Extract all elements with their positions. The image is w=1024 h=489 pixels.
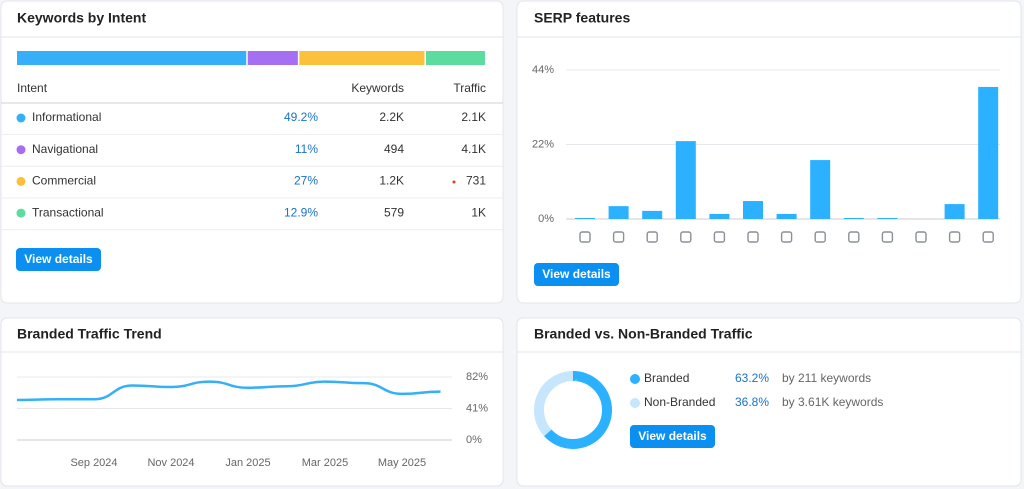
- intent-dot: [16, 145, 26, 155]
- bar: [575, 217, 595, 219]
- button-label[interactable]: View details: [542, 267, 611, 281]
- y-tick-label: 0%: [538, 213, 554, 225]
- x-tick-label: May 2025: [378, 457, 426, 469]
- feature-icon: [646, 231, 658, 243]
- x-tick-label: Sep 2024: [70, 457, 117, 469]
- intent-dot: [16, 113, 26, 123]
- bar: [776, 213, 797, 219]
- x-tick-label: Jan 2025: [225, 457, 270, 469]
- feature-icon: [680, 231, 692, 243]
- panel-title: SERP features: [534, 10, 630, 26]
- legend-dot: [630, 398, 640, 408]
- panel: [0, 0, 504, 304]
- alert-dot: [452, 180, 456, 184]
- intent-share: 27%: [294, 174, 318, 188]
- legend-name: Branded: [644, 371, 689, 385]
- legend-dot: [630, 374, 640, 384]
- intent-name: Transactional: [32, 205, 104, 219]
- keywords: 579: [384, 205, 404, 219]
- y-tick-label: 41%: [466, 402, 488, 414]
- legend-share: 36.8%: [735, 395, 769, 409]
- x-tick-label: Nov 2024: [147, 457, 194, 469]
- button-label[interactable]: View details: [638, 429, 707, 443]
- intent-segment: [247, 51, 298, 65]
- keywords: 1.2K: [379, 174, 404, 188]
- bar: [944, 204, 965, 219]
- intent-name: Commercial: [32, 174, 96, 188]
- bar: [675, 141, 696, 219]
- legend-detail: by 211 keywords: [782, 371, 871, 385]
- bar: [810, 160, 831, 219]
- legend-detail: by 3.61K keywords: [782, 395, 883, 409]
- panel-title: Keywords by Intent: [17, 10, 146, 26]
- bar: [642, 210, 663, 219]
- intent-share: 49.2%: [284, 110, 318, 124]
- feature-icon: [579, 231, 591, 243]
- feature-icon: [780, 231, 793, 243]
- donut-segment: [534, 371, 612, 449]
- feature-icon: [814, 231, 826, 243]
- bar: [709, 213, 730, 219]
- legend-name: Non-Branded: [644, 395, 715, 409]
- y-tick-label: 82%: [466, 371, 488, 383]
- keywords: 494: [384, 142, 404, 156]
- bar: [608, 206, 629, 219]
- intent-share: 11%: [295, 142, 318, 156]
- intent-segment: [425, 51, 485, 65]
- keywords: 2.2K: [379, 110, 404, 124]
- traffic: 1K: [471, 205, 486, 219]
- legend-share: 63.2%: [735, 371, 769, 385]
- intent-name: Informational: [32, 110, 101, 124]
- bar: [843, 217, 864, 219]
- feature-icon: [848, 231, 860, 243]
- column-header: Intent: [17, 81, 48, 95]
- intent-segment: [299, 51, 425, 65]
- feature-icon: [747, 231, 759, 243]
- trend-line: [16, 380, 441, 402]
- panel-title: Branded vs. Non-Branded Traffic: [534, 326, 753, 342]
- intent-dot: [16, 208, 26, 218]
- x-tick-label: Mar 2025: [302, 457, 348, 469]
- panel: [516, 0, 1022, 304]
- intent-segment: [17, 51, 247, 65]
- feature-icon: [612, 231, 625, 243]
- traffic: 2.1K: [461, 110, 486, 124]
- intent-name: Navigational: [32, 142, 98, 156]
- y-tick-label: 22%: [532, 138, 554, 150]
- bar: [978, 86, 999, 219]
- y-tick-label: 44%: [532, 64, 554, 76]
- traffic: 4.1K: [461, 142, 486, 156]
- view-details-button[interactable]: [16, 248, 101, 271]
- feature-icon: [948, 231, 961, 243]
- column-header: Keywords: [351, 81, 404, 95]
- intent-dot: [16, 176, 26, 186]
- view-details-button[interactable]: [630, 425, 715, 448]
- bar: [743, 201, 763, 219]
- traffic: 731: [466, 174, 486, 188]
- y-tick-label: 0%: [466, 434, 482, 446]
- feature-icon: [982, 231, 994, 243]
- bar: [877, 217, 898, 219]
- feature-icon: [881, 231, 894, 243]
- intent-share: 12.9%: [284, 205, 318, 219]
- panel: [0, 317, 504, 487]
- view-details-button[interactable]: [534, 263, 619, 286]
- column-header: Traffic: [453, 81, 486, 95]
- feature-icon: [915, 231, 927, 243]
- button-label[interactable]: View details: [24, 252, 93, 266]
- panel-title: Branded Traffic Trend: [17, 326, 162, 342]
- feature-icon: [713, 231, 726, 243]
